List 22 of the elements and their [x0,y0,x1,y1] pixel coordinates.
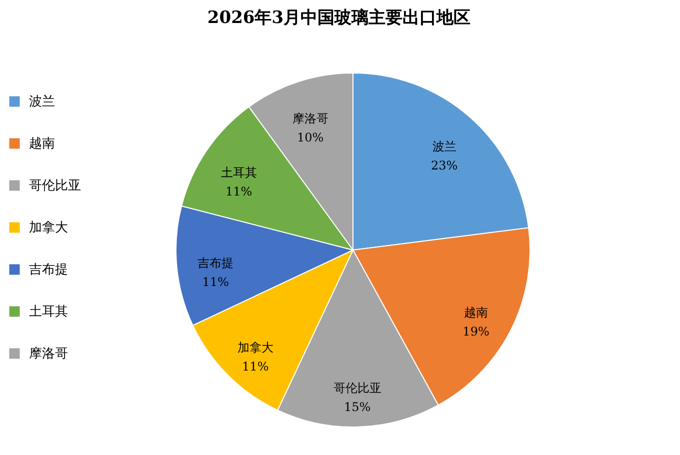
slice-label: 越南 [464,306,488,320]
data-label: 11% [242,360,269,374]
data-label: 10% [297,130,324,145]
slice-label: 哥伦比亚 [333,380,382,395]
slice-label: 波兰 [432,139,456,154]
legend-label: 土耳其 [29,304,68,320]
chart-title: 2026年3月中国玻璃主要出口地区 [207,8,471,28]
data-label: 11% [225,184,252,198]
data-label: 23% [430,158,458,172]
legend-label: 哥伦比亚 [29,178,81,194]
legend-label: 加拿大 [29,220,68,236]
data-label: 15% [344,400,371,414]
slice-label: 土耳其 [220,165,257,180]
legend-label: 吉布提 [29,262,68,278]
legend-label: 越南 [29,136,55,152]
data-label: 19% [462,324,490,339]
slice-label: 加拿大 [237,340,274,355]
slice-label: 吉布提 [198,256,234,270]
legend-label: 摩洛哥 [29,346,68,362]
legend-label: 波兰 [29,94,55,110]
slice-label: 摩洛哥 [292,112,328,126]
data-label: 11% [202,274,229,289]
